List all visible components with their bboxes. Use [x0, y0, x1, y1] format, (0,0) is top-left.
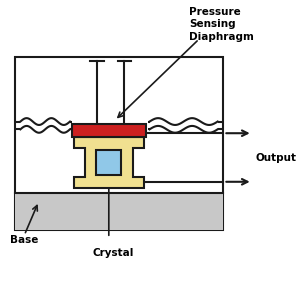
Bar — [15, 193, 223, 230]
Text: Output: Output — [255, 153, 296, 162]
Text: Crystal: Crystal — [92, 248, 134, 258]
Polygon shape — [74, 137, 144, 188]
Bar — [15, 57, 223, 230]
Text: Base: Base — [10, 235, 38, 245]
Bar — [72, 124, 146, 137]
Bar — [96, 150, 121, 175]
Text: Pressure
Sensing
Diaphragm: Pressure Sensing Diaphragm — [189, 7, 254, 42]
